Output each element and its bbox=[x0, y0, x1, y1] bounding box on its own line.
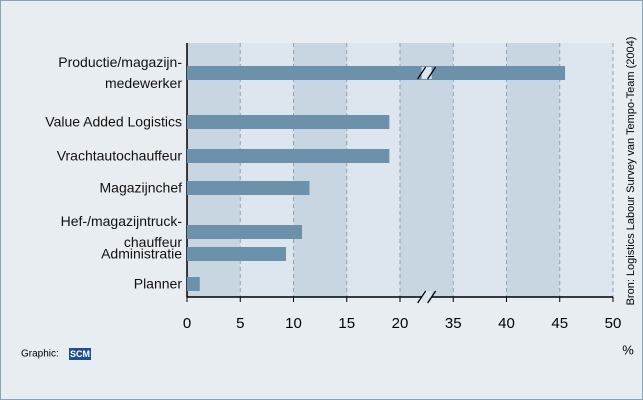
credit: Graphic: bbox=[21, 349, 59, 360]
axis-break bbox=[417, 290, 427, 304]
category-label: Administratie bbox=[101, 245, 182, 262]
credit-logo: SCM bbox=[70, 349, 90, 359]
bar bbox=[187, 149, 390, 163]
x-tick-label: 10 bbox=[285, 315, 302, 332]
axis-break-gap bbox=[421, 291, 432, 303]
bar bbox=[187, 247, 287, 261]
plot-band bbox=[346, 43, 400, 297]
x-tick-label: 15 bbox=[338, 315, 355, 332]
bar bbox=[187, 181, 310, 195]
category-label: Vrachtautochauffeur bbox=[56, 147, 182, 164]
bar bbox=[187, 115, 390, 129]
logo-box bbox=[69, 348, 91, 360]
x-tick-label: 35 bbox=[445, 315, 462, 332]
x-tick-label: 20 bbox=[392, 315, 409, 332]
plot-band bbox=[293, 43, 347, 297]
x-axis-label: % bbox=[622, 342, 634, 357]
x-tick-label: 40 bbox=[498, 315, 515, 332]
category-label: Magazijnchef bbox=[99, 179, 183, 196]
plot-band bbox=[506, 43, 560, 297]
axis-break bbox=[427, 290, 437, 304]
category-label: Productie/magazijn- medewerker bbox=[58, 54, 182, 91]
bar bbox=[187, 66, 566, 80]
bar-break bbox=[417, 66, 427, 80]
category-label: Hef-/magazijntruck- chauffeur bbox=[60, 213, 182, 250]
category-label: Planner bbox=[133, 275, 182, 292]
category-label: Value Added Logistics bbox=[45, 113, 182, 130]
x-tick-label: 45 bbox=[551, 315, 568, 332]
bar-break bbox=[427, 66, 437, 80]
bar bbox=[187, 277, 200, 291]
bar bbox=[187, 225, 303, 239]
plot-band bbox=[400, 43, 454, 297]
x-tick-label: 50 bbox=[605, 315, 622, 332]
bar-break-gap bbox=[421, 67, 432, 79]
plot-band bbox=[559, 43, 613, 297]
plot-band bbox=[453, 43, 507, 297]
x-tick-label: 5 bbox=[236, 315, 244, 332]
source: Bron: Logistics Labour Survey van Tempo-… bbox=[625, 37, 637, 306]
x-tick-label: 0 bbox=[183, 315, 191, 332]
